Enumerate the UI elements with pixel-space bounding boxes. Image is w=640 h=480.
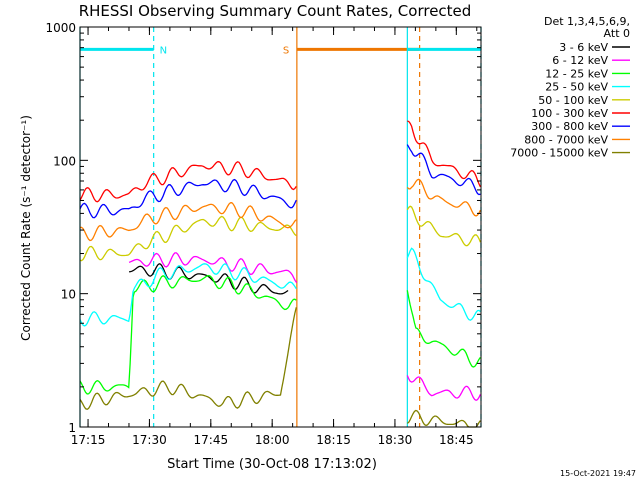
legend-label: 7000 - 15000 keV bbox=[510, 147, 608, 160]
series-line bbox=[406, 290, 481, 368]
y-axis-label: Corrected Count Rate (s⁻¹ detector⁻¹) bbox=[19, 115, 33, 341]
legend-label: 300 - 800 keV bbox=[531, 120, 608, 133]
plot-frame bbox=[79, 26, 482, 428]
legend-label: 100 - 300 keV bbox=[531, 107, 608, 120]
x-tick-label: 17:45 bbox=[194, 433, 229, 447]
legend-header-1: Det 1,3,4,5,6,9, bbox=[544, 15, 630, 28]
series-line bbox=[406, 178, 481, 217]
marker-label: S bbox=[283, 45, 289, 56]
legend-label: 50 - 100 keV bbox=[538, 94, 608, 107]
legend-header-2: Att 0 bbox=[604, 27, 630, 40]
y-tick-label: 1 bbox=[68, 421, 76, 435]
x-axis-label: Start Time (30-Oct-08 17:13:02) bbox=[167, 457, 377, 472]
series-line bbox=[406, 247, 481, 321]
series-line bbox=[406, 205, 482, 247]
legend-label: 800 - 7000 keV bbox=[524, 133, 608, 146]
series-line bbox=[128, 263, 289, 295]
chart-timestamp: 15-Oct-2021 19:47 bbox=[560, 469, 636, 478]
legend-label: 25 - 50 keV bbox=[545, 81, 608, 94]
marker-label: N bbox=[160, 45, 167, 56]
x-tick-label: 18:00 bbox=[255, 433, 290, 447]
series-line bbox=[406, 409, 481, 428]
series-line bbox=[79, 215, 297, 262]
x-tick-label: 17:15 bbox=[71, 433, 106, 447]
legend-label: 12 - 25 keV bbox=[545, 67, 608, 80]
x-tick-label: 18:30 bbox=[378, 433, 413, 447]
series-line bbox=[79, 263, 297, 327]
x-tick-label: 18:45 bbox=[439, 433, 474, 447]
series-line bbox=[79, 202, 297, 242]
series-line bbox=[79, 274, 297, 395]
series-line bbox=[406, 144, 481, 196]
legend-label: 3 - 6 keV bbox=[559, 41, 608, 54]
y-tick-label: 1000 bbox=[45, 21, 76, 35]
legend-label: 6 - 12 keV bbox=[552, 54, 608, 67]
series-line bbox=[406, 375, 481, 402]
series-line bbox=[79, 178, 297, 219]
y-tick-label: 100 bbox=[53, 154, 76, 168]
chart-title: RHESSI Observing Summary Count Rates, Co… bbox=[79, 2, 472, 20]
series-line bbox=[79, 307, 297, 411]
axes: 1 10 100 1000 17:15 17:30 17:45 18:00 18:15 18:30… bbox=[45, 21, 482, 447]
series-line bbox=[79, 161, 297, 203]
x-tick-label: 17:30 bbox=[132, 433, 167, 447]
y-tick-label: 10 bbox=[61, 288, 76, 302]
x-tick-label: 18:15 bbox=[316, 433, 351, 447]
series-line bbox=[128, 252, 298, 284]
series-line bbox=[407, 120, 481, 188]
